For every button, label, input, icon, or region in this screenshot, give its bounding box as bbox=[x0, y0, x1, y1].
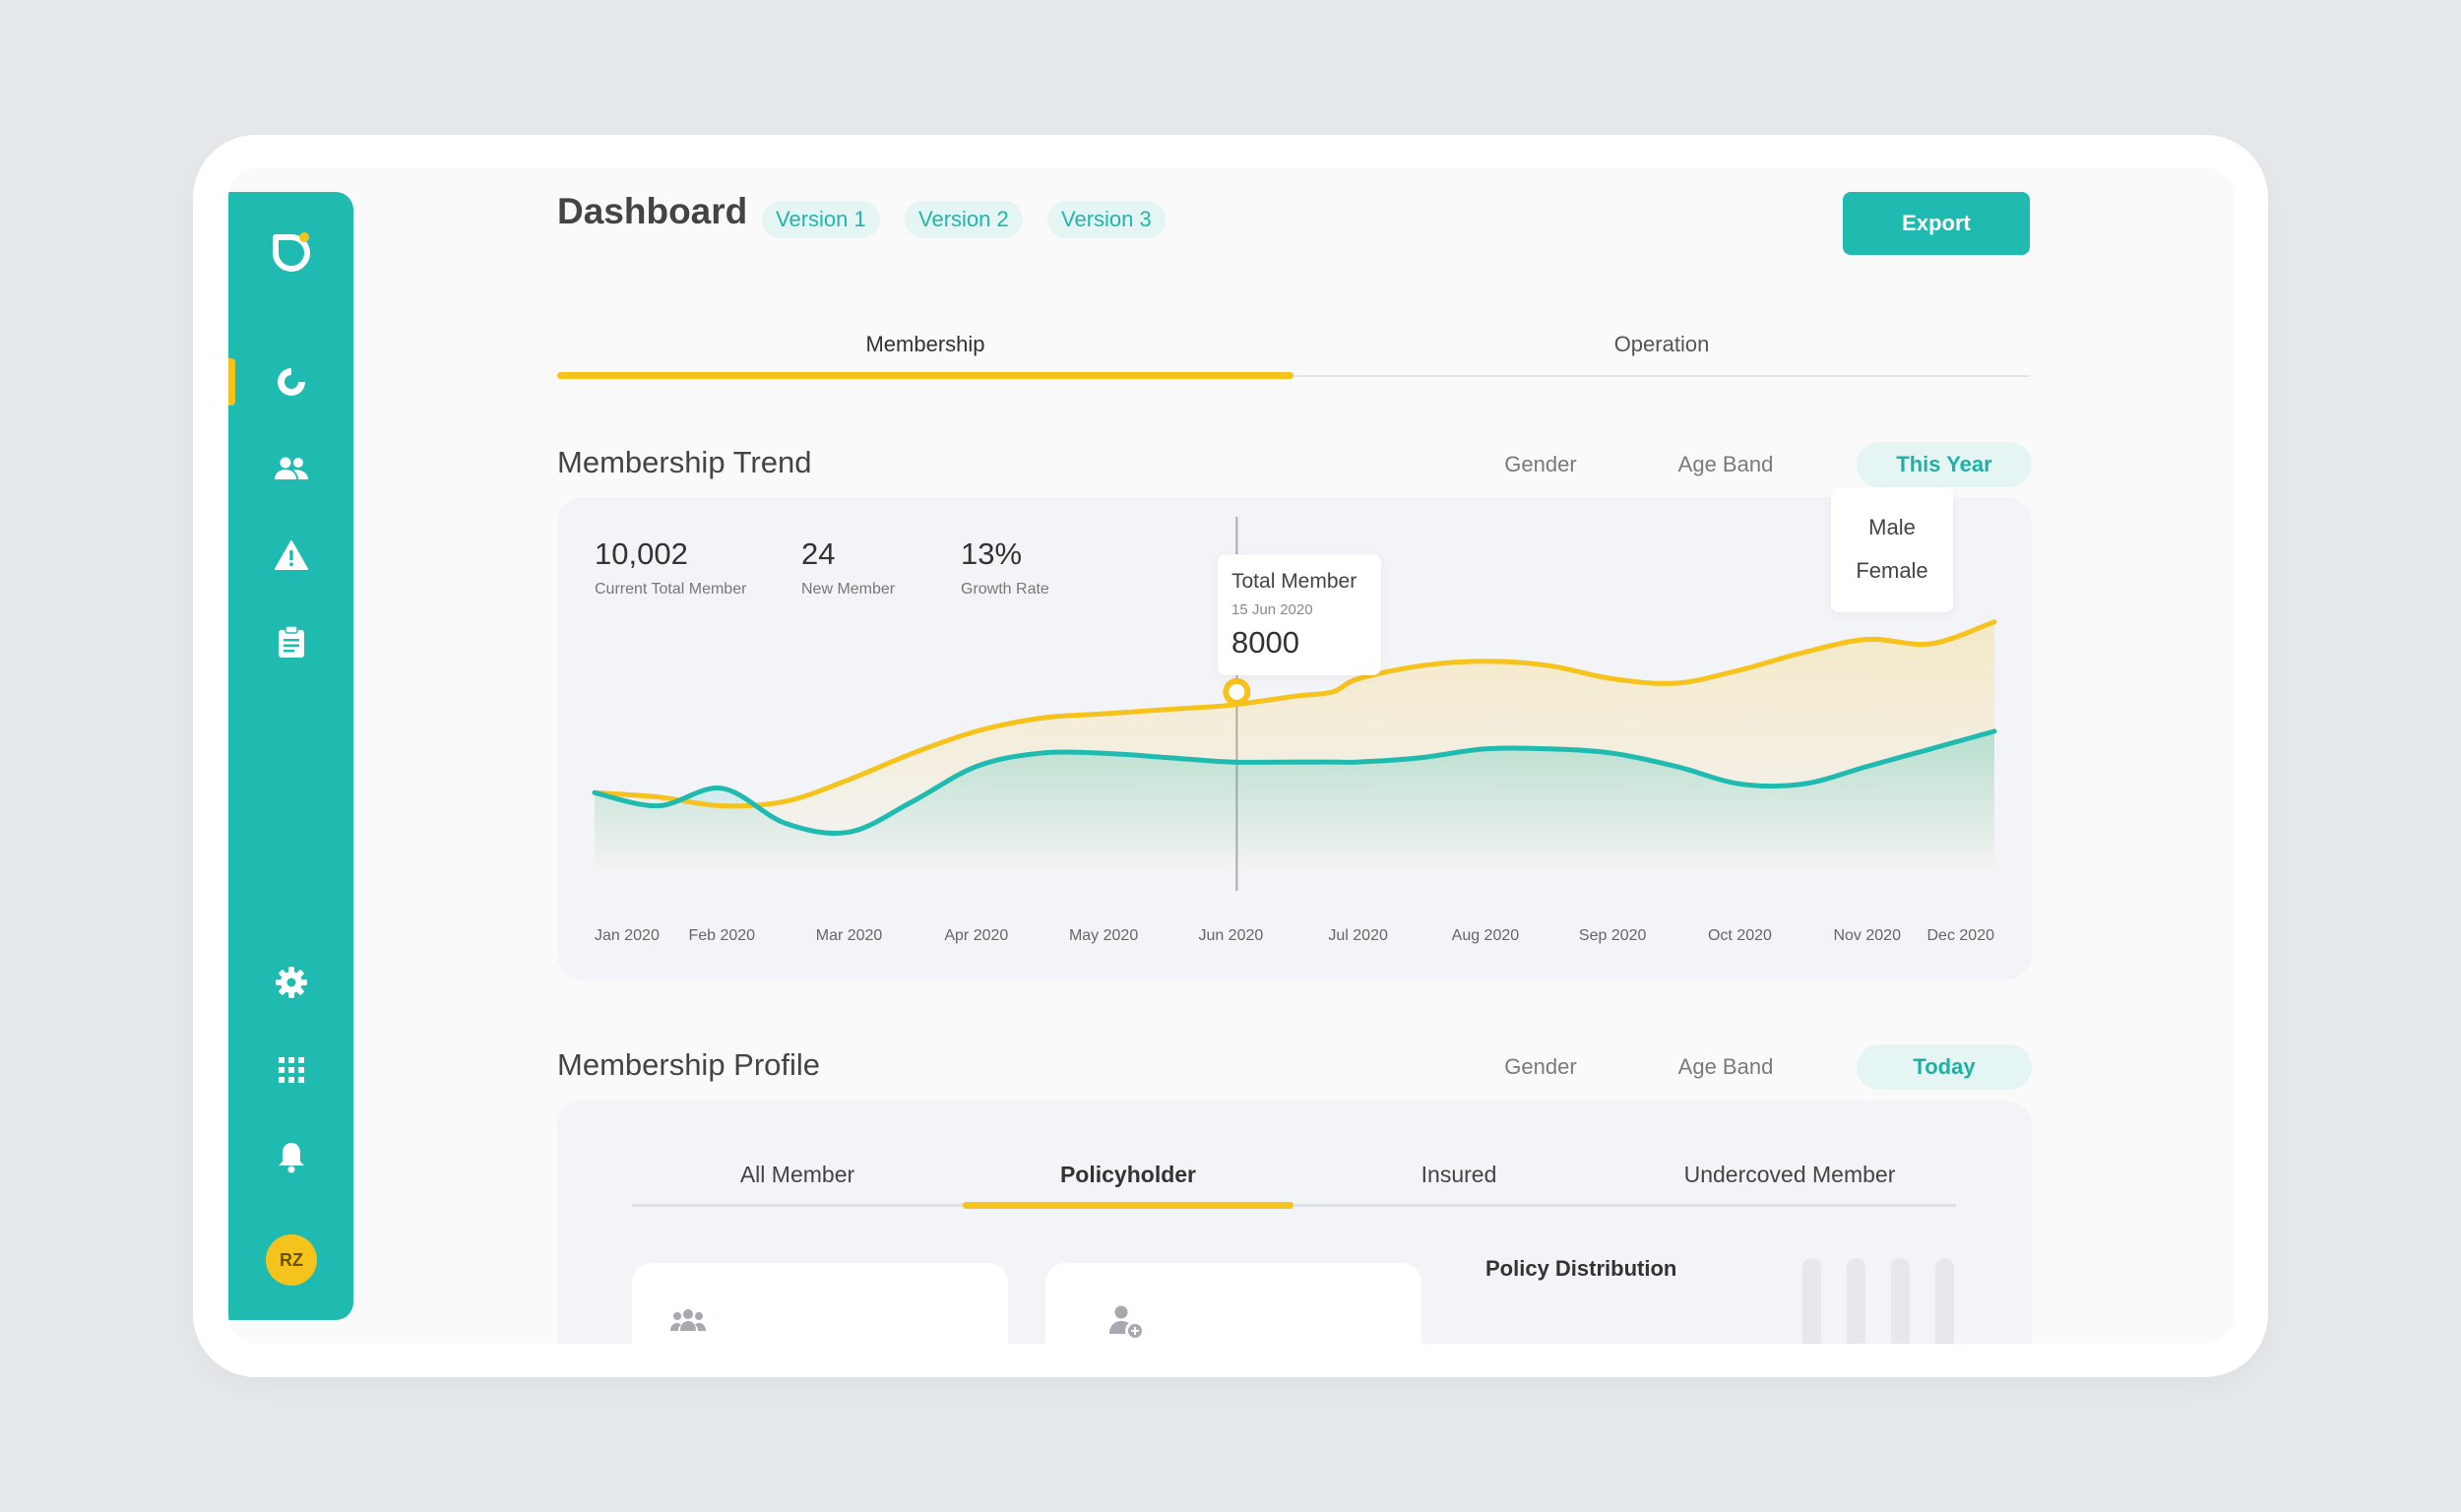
profile-filter-gender[interactable]: Gender bbox=[1504, 1054, 1577, 1079]
x-tick-label: Apr 2020 bbox=[944, 927, 1008, 944]
subtabs-divider bbox=[632, 1204, 1956, 1207]
series-teal-area bbox=[595, 730, 1994, 871]
gender-dropdown: Male Female bbox=[1831, 487, 1953, 612]
x-tick-label: Oct 2020 bbox=[1708, 927, 1772, 944]
x-tick-label: Dec 2020 bbox=[1927, 927, 1995, 944]
profile-sub-tabs: All Member Policyholder Insured Undercov… bbox=[632, 1162, 1956, 1211]
x-tick-label: Feb 2020 bbox=[688, 927, 755, 944]
dropdown-option-male[interactable]: Male bbox=[1868, 515, 1916, 539]
add-user-icon bbox=[1109, 1305, 1142, 1338]
alert-icon bbox=[274, 540, 308, 570]
app-screen: RZ Dashboard Version 1 Version 2 Version… bbox=[228, 167, 2235, 1344]
profile-filter-age-band[interactable]: Age Band bbox=[1677, 1054, 1774, 1079]
subtab-active-underline bbox=[963, 1202, 1294, 1209]
version-2-pill[interactable]: Version 2 bbox=[905, 201, 1023, 238]
subtab-policyholder[interactable]: Policyholder bbox=[1059, 1162, 1197, 1187]
tooltip-value: 8000 bbox=[1231, 625, 1299, 660]
distribution-bar-track bbox=[1891, 1258, 1910, 1344]
nav-reports[interactable] bbox=[228, 614, 353, 669]
kpi-total-value: 10,002 bbox=[595, 536, 688, 571]
export-button[interactable]: Export bbox=[1843, 192, 2030, 255]
gear-icon bbox=[275, 967, 307, 998]
x-tick-label: Jun 2020 bbox=[1198, 927, 1263, 944]
x-tick-label: Nov 2020 bbox=[1833, 927, 1901, 944]
tab-active-underline bbox=[557, 372, 1294, 379]
membership-trend-title: Membership Trend bbox=[557, 445, 812, 479]
distribution-bar-track bbox=[1935, 1258, 1954, 1344]
membership-trend-card: 10,002 Current Total Member 24 New Membe… bbox=[557, 497, 2032, 979]
nav-settings[interactable] bbox=[228, 955, 353, 1010]
membership-profile-card: All Member Policyholder Insured Undercov… bbox=[557, 1101, 2032, 1344]
version-3-pill[interactable]: Version 3 bbox=[1047, 201, 1166, 238]
stat-card-policyholder[interactable] bbox=[1045, 1263, 1421, 1344]
nav-notifications[interactable] bbox=[228, 1129, 353, 1184]
apps-grid-icon bbox=[278, 1057, 304, 1083]
tabs-divider bbox=[557, 375, 2030, 377]
tooltip-date: 15 Jun 2020 bbox=[1231, 601, 1313, 618]
membership-trend-chart[interactable]: Jan 2020 Feb 2020 Mar 2020 Apr 2020 May 2020… bbox=[557, 497, 2032, 979]
filter-age-band[interactable]: Age Band bbox=[1677, 452, 1774, 476]
series-yellow-line bbox=[592, 619, 1997, 809]
avatar[interactable]: RZ bbox=[266, 1234, 317, 1286]
version-1-pill[interactable]: Version 1 bbox=[762, 201, 880, 238]
membership-profile-title: Membership Profile bbox=[557, 1047, 821, 1082]
kpi-growth-label: Growth Rate bbox=[961, 581, 1049, 598]
tab-operation[interactable]: Operation bbox=[1613, 332, 1710, 356]
kpi-new-label: New Member bbox=[801, 581, 896, 598]
main-content: Dashboard Version 1 Version 2 Version 3 … bbox=[557, 167, 2034, 1344]
x-tick-label: May 2020 bbox=[1069, 927, 1138, 944]
profile-filter-today[interactable]: Today bbox=[1857, 1044, 2032, 1090]
x-tick-label: Sep 2020 bbox=[1579, 927, 1647, 944]
subtab-undercoved-member[interactable]: Undercoved Member bbox=[1683, 1162, 1896, 1187]
nav-apps[interactable] bbox=[228, 1042, 353, 1098]
subtab-insured[interactable]: Insured bbox=[1420, 1162, 1497, 1187]
bell-icon bbox=[278, 1143, 304, 1173]
highlight-point[interactable] bbox=[1223, 677, 1251, 706]
x-tick-label: Mar 2020 bbox=[816, 927, 883, 944]
stat-card-members[interactable] bbox=[632, 1263, 1008, 1344]
tab-membership[interactable]: Membership bbox=[865, 332, 985, 356]
filter-this-year[interactable]: This Year bbox=[1857, 442, 2032, 487]
sidebar: RZ bbox=[228, 192, 353, 1320]
kpi-new-value: 24 bbox=[801, 536, 836, 571]
dashboard-icon bbox=[277, 368, 305, 396]
nav-dashboard[interactable] bbox=[228, 354, 353, 410]
distribution-bar-track bbox=[1802, 1258, 1821, 1344]
logo-icon[interactable] bbox=[268, 229, 315, 277]
subtab-all-member[interactable]: All Member bbox=[739, 1162, 855, 1187]
kpi-growth-value: 13% bbox=[961, 536, 1023, 571]
tooltip-title: Total Member bbox=[1231, 570, 1357, 593]
kpi-total-label: Current Total Member bbox=[595, 581, 747, 598]
filter-gender[interactable]: Gender bbox=[1504, 452, 1577, 476]
members-icon bbox=[274, 457, 308, 479]
active-indicator bbox=[228, 358, 235, 406]
clipboard-icon bbox=[278, 625, 304, 658]
x-tick-label: Jul 2020 bbox=[1328, 927, 1388, 944]
dropdown-option-female[interactable]: Female bbox=[1856, 558, 1928, 583]
nav-alerts[interactable] bbox=[228, 528, 353, 583]
main-tabs: Membership Operation bbox=[557, 320, 2030, 379]
x-tick-label: Jan 2020 bbox=[595, 927, 660, 944]
nav-members[interactable] bbox=[228, 441, 353, 496]
chart-tooltip: Total Member 15 Jun 2020 8000 bbox=[1218, 554, 1381, 675]
series-teal-line bbox=[592, 728, 1997, 837]
members-icon bbox=[670, 1309, 706, 1331]
page-title: Dashboard bbox=[557, 191, 748, 231]
policy-distribution-title: Policy Distribution bbox=[1485, 1256, 1677, 1281]
distribution-bar-track bbox=[1847, 1258, 1865, 1344]
x-tick-label: Aug 2020 bbox=[1452, 927, 1520, 944]
